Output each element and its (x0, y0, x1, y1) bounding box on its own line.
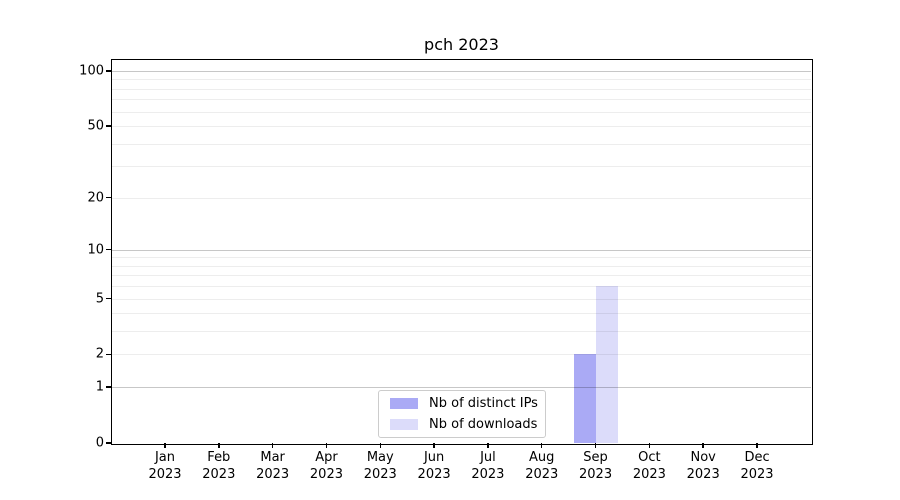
y-tick-label: 5 (95, 291, 104, 307)
bar-nb-of-distinct-ips-sep (573, 354, 596, 443)
x-tick-label: Apr 2023 (309, 450, 343, 482)
gridline-minor (112, 286, 811, 288)
x-tick-label: Jan 2023 (148, 450, 182, 482)
x-tick-mark (648, 443, 651, 448)
gridline-minor (112, 265, 811, 267)
y-tick-mark (106, 386, 112, 388)
y-tick-mark (106, 125, 112, 127)
gridline-major (112, 70, 811, 72)
gridline-minor (112, 313, 811, 315)
y-tick-mark (106, 297, 112, 300)
gridline-minor (112, 275, 811, 277)
gridlines-layer (112, 60, 811, 443)
y-tick-label: 10 (87, 242, 104, 258)
x-tick-mark (756, 443, 758, 448)
x-tick-mark (379, 443, 382, 448)
gridline-minor (112, 354, 811, 356)
chart-title: pch 2023 (424, 35, 499, 54)
y-tick-label: 1 (95, 379, 104, 395)
x-tick-label: Sep 2023 (579, 450, 613, 482)
legend: Nb of distinct IPs Nb of downloads (378, 390, 546, 438)
legend-label-distinct-ips: Nb of distinct IPs (429, 396, 538, 411)
x-tick-label: Nov 2023 (686, 450, 720, 482)
legend-entry-distinct-ips: Nb of distinct IPs (390, 394, 545, 413)
y-tick-label: 20 (87, 190, 104, 206)
gridline-minor (112, 197, 811, 199)
x-tick-mark (594, 443, 597, 448)
gridline-minor (112, 331, 811, 333)
x-tick-mark (487, 443, 489, 448)
y-tick-mark (106, 196, 112, 199)
legend-entry-downloads: Nb of downloads (390, 415, 545, 434)
x-tick-label: Jul 2023 (471, 450, 505, 482)
x-tick-label: Aug 2023 (525, 450, 559, 482)
legend-label-downloads: Nb of downloads (429, 417, 538, 432)
gridline-minor (112, 125, 811, 127)
x-tick-mark (433, 443, 435, 448)
x-tick-mark (164, 443, 166, 448)
bar-nb-of-downloads-sep (595, 286, 618, 443)
y-tick-mark (106, 442, 112, 444)
x-tick-label: Feb 2023 (202, 450, 236, 482)
x-tick-mark (271, 443, 274, 448)
y-tick-mark (106, 353, 112, 356)
gridline-major (112, 387, 811, 389)
x-tick-label: Dec 2023 (740, 450, 774, 482)
x-tick-mark (325, 443, 328, 448)
x-tick-label: Mar 2023 (256, 450, 290, 482)
legend-swatch-distinct-ips-icon (390, 398, 418, 409)
y-tick-label: 0 (95, 435, 104, 451)
x-tick-mark (702, 443, 704, 448)
x-tick-label: May 2023 (363, 450, 397, 482)
gridline-minor (112, 88, 811, 90)
y-tick-label: 100 (79, 63, 104, 79)
gridline-minor (112, 166, 811, 168)
gridline-minor (112, 111, 811, 113)
x-tick-mark (218, 443, 220, 448)
plot-area: Nb of distinct IPs Nb of downloads (112, 60, 811, 443)
y-tick-mark (106, 70, 112, 72)
y-tick-label: 50 (87, 118, 104, 134)
x-tick-label: Oct 2023 (632, 450, 666, 482)
y-tick-label: 2 (95, 346, 104, 362)
gridline-minor (112, 298, 811, 300)
x-tick-mark (540, 443, 543, 448)
gridline-major (112, 249, 811, 251)
gridline-minor (112, 257, 811, 259)
gridline-minor (112, 143, 811, 145)
y-tick-mark (106, 248, 112, 251)
legend-swatch-downloads-icon (390, 419, 418, 430)
x-tick-label: Jun 2023 (417, 450, 451, 482)
gridline-minor (112, 79, 811, 81)
bars-layer (112, 60, 811, 443)
gridline-minor (112, 99, 811, 101)
